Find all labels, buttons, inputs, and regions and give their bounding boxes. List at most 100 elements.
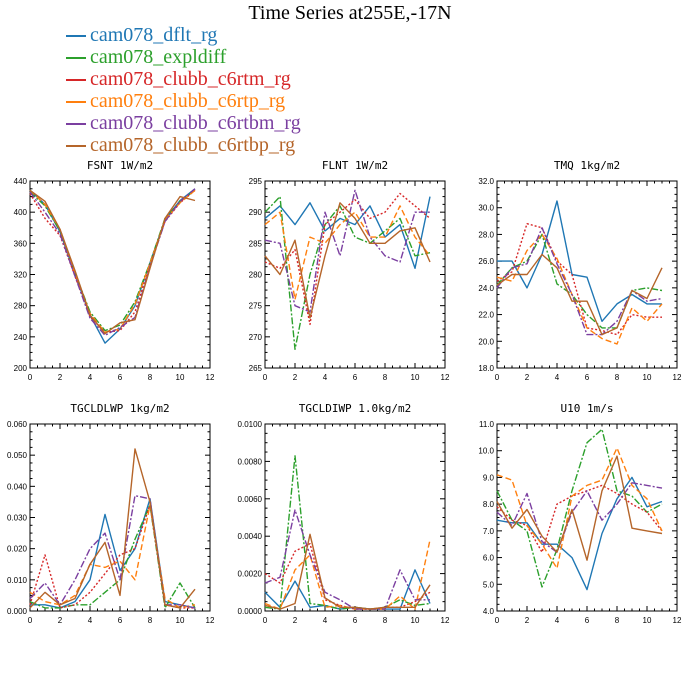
- y-tick-label: 20.0: [478, 337, 494, 346]
- x-tick-label: 10: [643, 373, 652, 382]
- series-line: [29, 504, 196, 609]
- y-tick-label: 265: [249, 364, 263, 373]
- series-line: [30, 498, 196, 609]
- y-tick-label: 440: [14, 177, 28, 186]
- x-tick-label: 10: [176, 616, 185, 625]
- y-tick-label: 320: [14, 271, 28, 280]
- x-tick-label: 6: [353, 373, 358, 382]
- series-line: [29, 504, 196, 609]
- y-tick-label: 24.0: [478, 284, 494, 293]
- y-tick-label: 400: [14, 208, 28, 217]
- x-tick-label: 10: [643, 616, 652, 625]
- legend-swatch: [66, 101, 86, 103]
- x-tick-label: 4: [88, 373, 93, 382]
- x-tick-label: 2: [525, 616, 530, 625]
- x-tick-label: 4: [88, 616, 93, 625]
- plot-frame: [29, 423, 211, 612]
- x-tick-label: 8: [615, 616, 620, 625]
- series-line: [264, 192, 431, 326]
- x-tick-label: 8: [148, 616, 153, 625]
- x-tick-label: 2: [525, 373, 530, 382]
- y-tick-label: 0.0040: [238, 532, 263, 541]
- legend-label: cam078_dflt_rg: [90, 24, 218, 46]
- series-line: [497, 200, 662, 322]
- y-tick-label: 6.0: [483, 554, 495, 563]
- y-tick-label: 26.0: [478, 257, 494, 266]
- chart-title: TGCLDLWP 1kg/m2: [70, 402, 169, 415]
- x-tick-label: 12: [441, 373, 450, 382]
- chart-panel: U10 1m/s 0 2 4 6 8 10 12 4.0 5.0 6.0 7.0 8.0 9.0 10.0 1…: [478, 402, 682, 625]
- chart-title: FSNT 1W/m2: [87, 159, 153, 172]
- x-tick-label: 4: [555, 616, 560, 625]
- series-line: [264, 539, 431, 610]
- legend-label: cam078_clubb_c6rtbp_rg: [90, 134, 296, 156]
- y-tick-label: 0.030: [7, 514, 28, 523]
- chart-title: FLNT 1W/m2: [322, 159, 388, 172]
- y-tick-label: 360: [14, 239, 28, 248]
- series-line: [264, 189, 430, 313]
- chart-title: TMQ 1kg/m2: [554, 159, 620, 172]
- y-tick-label: 7.0: [483, 527, 495, 536]
- x-tick-label: 2: [293, 373, 298, 382]
- x-tick-label: 10: [176, 373, 185, 382]
- x-tick-label: 12: [206, 616, 215, 625]
- x-tick-label: 12: [673, 616, 682, 625]
- y-tick-label: 0.010: [7, 576, 28, 585]
- series-line: [29, 448, 196, 609]
- plot-frame: [264, 423, 446, 612]
- y-tick-label: 10.0: [478, 447, 494, 456]
- plot-frame: [29, 180, 211, 369]
- chart-panel: FSNT 1W/m2 0 2 4 6 8 10 12 200 240 280 320 360 400 440: [14, 159, 215, 382]
- x-tick-label: 4: [323, 616, 328, 625]
- chart-panel: TGCLDLWP 1kg/m2 0 2 4 6 8 10 12 0.000 0.010 0.020 0…: [7, 402, 215, 625]
- chart-panel: FLNT 1W/m2 0 2 4 6 8 10 12 265 270 275 280 285 290 295: [249, 159, 450, 382]
- x-tick-label: 0: [263, 616, 268, 625]
- x-tick-label: 12: [206, 373, 215, 382]
- y-tick-label: 0.0020: [238, 570, 263, 579]
- series-line: [264, 195, 431, 350]
- x-tick-label: 6: [353, 616, 358, 625]
- x-tick-label: 6: [585, 373, 590, 382]
- x-tick-label: 0: [263, 373, 268, 382]
- y-tick-label: 280: [14, 302, 28, 311]
- series-line: [496, 428, 663, 588]
- y-tick-label: 0.0080: [238, 457, 263, 466]
- x-tick-label: 10: [411, 373, 420, 382]
- chart-panel: TMQ 1kg/m2 0 2 4 6 8 10 12 18.0 20.0 22.0 24.0 26.0 2…: [478, 159, 682, 382]
- series-line: [264, 543, 431, 610]
- x-tick-label: 8: [615, 373, 620, 382]
- y-tick-label: 28.0: [478, 230, 494, 239]
- y-tick-label: 290: [249, 208, 263, 217]
- y-tick-label: 200: [14, 364, 28, 373]
- y-tick-label: 280: [249, 271, 263, 280]
- y-tick-label: 0.0000: [238, 607, 263, 616]
- x-tick-label: 6: [118, 616, 123, 625]
- chart-panel: TGCLDIWP 1.0kg/m2 0 2 4 6 8 10 12 0.0000 0.0020 0.…: [238, 402, 450, 625]
- x-tick-label: 10: [411, 616, 420, 625]
- legend-label: cam078_clubb_c6rtbm_rg: [90, 112, 301, 134]
- y-tick-label: 30.0: [478, 204, 494, 213]
- x-tick-label: 2: [293, 616, 298, 625]
- y-tick-label: 0.000: [7, 607, 28, 616]
- series-line: [496, 447, 663, 569]
- x-tick-label: 8: [383, 373, 388, 382]
- y-tick-label: 5.0: [483, 580, 495, 589]
- series-line: [496, 482, 663, 553]
- x-tick-label: 8: [383, 616, 388, 625]
- series-line: [29, 189, 196, 335]
- x-tick-label: 12: [441, 616, 450, 625]
- y-tick-label: 270: [249, 333, 263, 342]
- legend-label: cam078_expldiff: [90, 46, 227, 68]
- series-line: [496, 227, 663, 336]
- series-line: [29, 189, 196, 333]
- series-line: [496, 476, 663, 591]
- legend-swatch: [66, 79, 86, 81]
- x-tick-label: 0: [495, 616, 500, 625]
- y-tick-label: 18.0: [478, 364, 494, 373]
- x-tick-label: 2: [58, 616, 63, 625]
- x-tick-label: 0: [28, 373, 33, 382]
- series-line: [496, 455, 663, 561]
- series-line: [264, 205, 431, 301]
- series-line: [264, 533, 431, 610]
